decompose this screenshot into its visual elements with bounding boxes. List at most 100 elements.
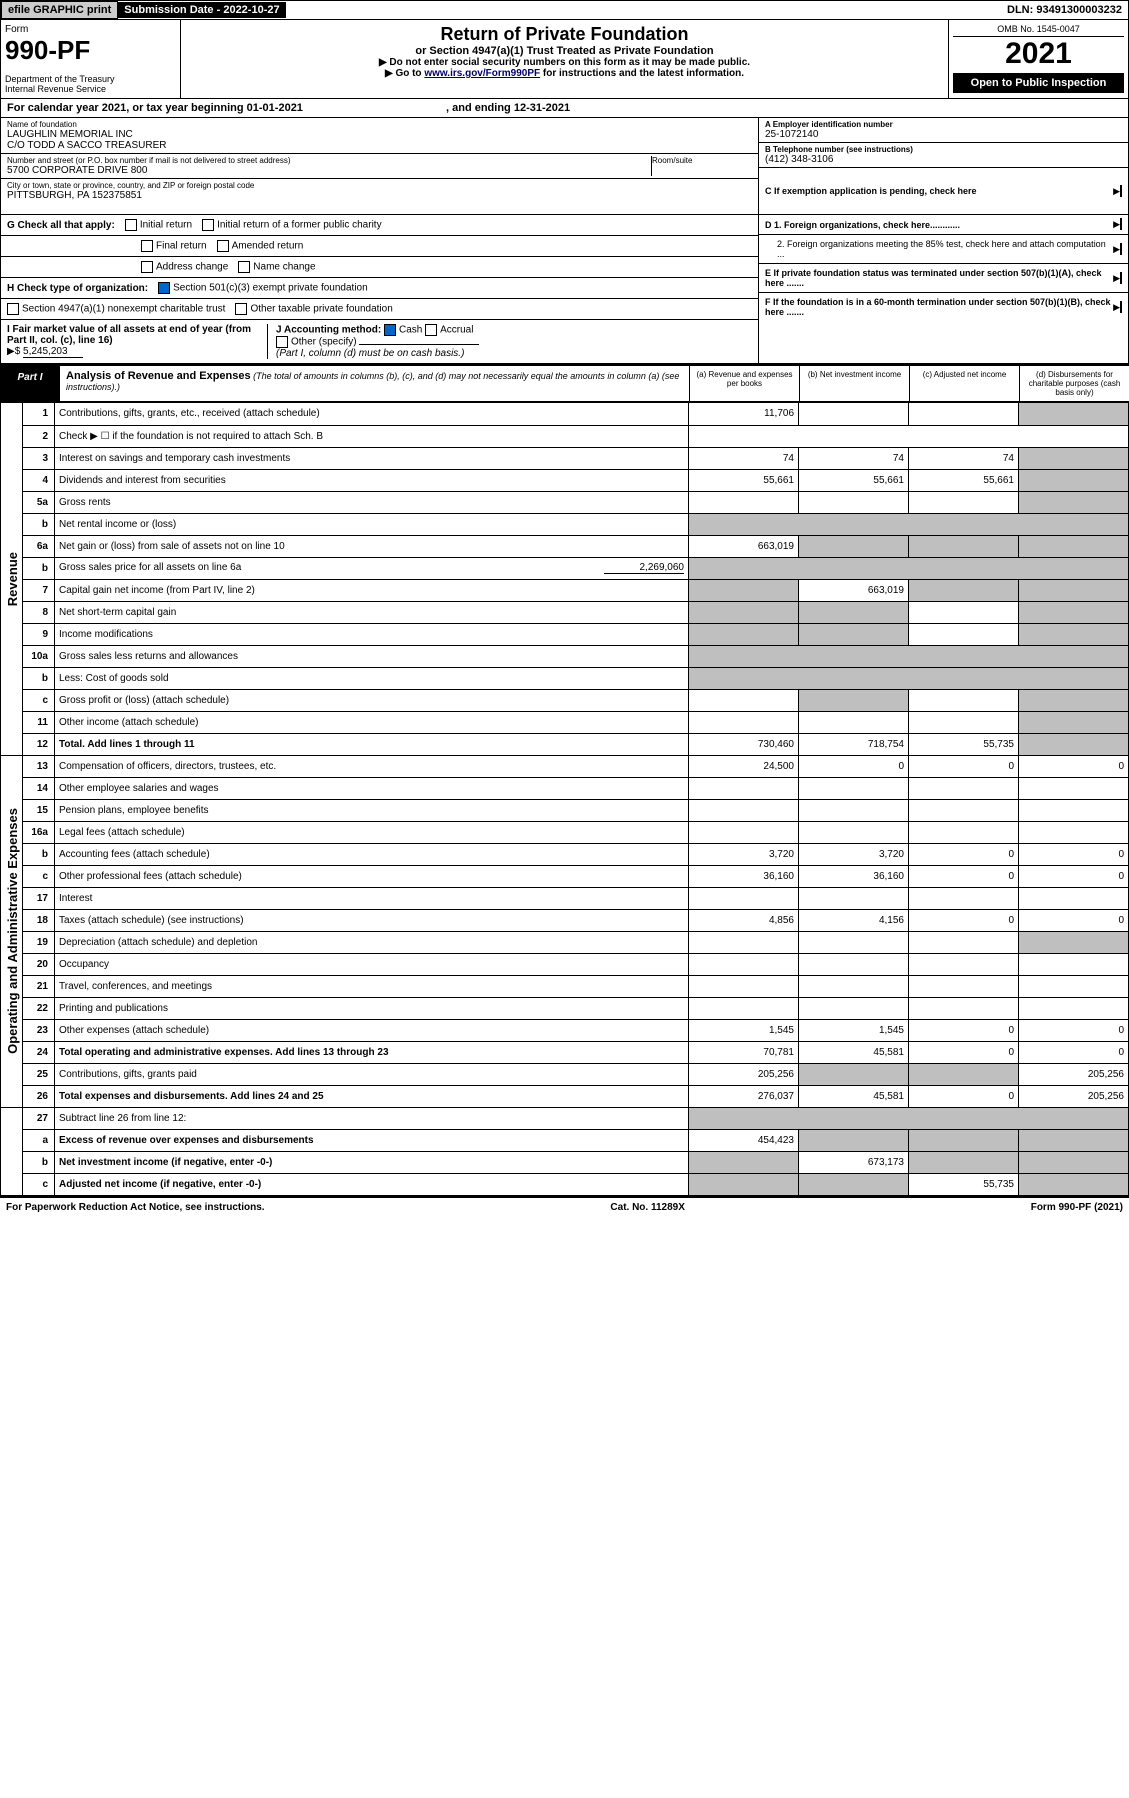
col-b-header: (b) Net investment income (799, 366, 909, 401)
d2-checkbox[interactable] (1120, 243, 1122, 255)
col-a-header: (a) Revenue and expenses per books (689, 366, 799, 401)
table-cell (909, 711, 1019, 733)
col-c-header: (c) Adjusted net income (909, 366, 1019, 401)
table-cell: 11,706 (689, 403, 799, 425)
line-desc: Excess of revenue over expenses and disb… (55, 1129, 689, 1151)
g-address-checkbox[interactable] (141, 261, 153, 273)
table-cell (799, 601, 909, 623)
f-checkbox[interactable] (1120, 301, 1122, 313)
table-cell (909, 953, 1019, 975)
table-cell: 0 (909, 865, 1019, 887)
g-initial-former-checkbox[interactable] (202, 219, 214, 231)
table-cell (1019, 403, 1129, 425)
line-number: b (23, 1151, 55, 1173)
line-number: 24 (23, 1041, 55, 1063)
omb-number: OMB No. 1545-0047 (953, 24, 1124, 37)
table-row: 3Interest on savings and temporary cash … (1, 447, 1129, 469)
g-final-checkbox[interactable] (141, 240, 153, 252)
d1-checkbox[interactable] (1120, 218, 1122, 230)
part1-header: Part I Analysis of Revenue and Expenses … (0, 364, 1129, 403)
line-number: 15 (23, 799, 55, 821)
table-cell (909, 1129, 1019, 1151)
c-checkbox[interactable] (1120, 185, 1122, 197)
table-cell: 0 (909, 909, 1019, 931)
table-cell (799, 821, 909, 843)
table-cell (689, 821, 799, 843)
table-cell: 0 (1019, 1019, 1129, 1041)
h-other-checkbox[interactable] (235, 303, 247, 315)
table-cell (799, 997, 909, 1019)
line-number: c (23, 689, 55, 711)
h-4947-checkbox[interactable] (7, 303, 19, 315)
table-row: cAdjusted net income (if negative, enter… (1, 1173, 1129, 1195)
section-spacer (1, 1107, 23, 1195)
line-desc: Gross sales price for all assets on line… (55, 557, 689, 579)
table-cell (689, 887, 799, 909)
table-cell (909, 623, 1019, 645)
table-cell: 454,423 (689, 1129, 799, 1151)
form-link[interactable]: www.irs.gov/Form990PF (424, 68, 540, 79)
ein: 25-1072140 (765, 129, 1122, 140)
table-cell (689, 711, 799, 733)
table-cell (909, 601, 1019, 623)
j-cash-checkbox[interactable] (384, 324, 396, 336)
g-name-checkbox[interactable] (238, 261, 250, 273)
span-cell (689, 513, 1129, 535)
table-cell: 36,160 (799, 865, 909, 887)
table-cell: 0 (909, 843, 1019, 865)
table-cell (1019, 953, 1129, 975)
table-cell (909, 799, 1019, 821)
open-public: Open to Public Inspection (953, 73, 1124, 93)
table-cell: 74 (799, 447, 909, 469)
span-cell (689, 667, 1129, 689)
line-number: 16a (23, 821, 55, 843)
i-value: 5,245,203 (23, 346, 83, 358)
f-label: F If the foundation is in a 60-month ter… (765, 297, 1113, 317)
line-number: 13 (23, 755, 55, 777)
table-cell: 0 (909, 1019, 1019, 1041)
g-amended-checkbox[interactable] (217, 240, 229, 252)
line-desc: Capital gain net income (from Part IV, l… (55, 579, 689, 601)
g-initial-checkbox[interactable] (125, 219, 137, 231)
line-number: b (23, 843, 55, 865)
e-checkbox[interactable] (1120, 272, 1122, 284)
table-cell (799, 491, 909, 513)
department: Department of the Treasury Internal Reve… (5, 74, 176, 94)
j-accrual-checkbox[interactable] (425, 324, 437, 336)
line-number: 7 (23, 579, 55, 601)
line-number: b (23, 513, 55, 535)
table-cell (1019, 1129, 1129, 1151)
name-label: Name of foundation (7, 120, 752, 129)
table-cell (689, 623, 799, 645)
line-desc: Interest (55, 887, 689, 909)
table-cell: 55,661 (689, 469, 799, 491)
table-row: aExcess of revenue over expenses and dis… (1, 1129, 1129, 1151)
line-desc: Net rental income or (loss) (55, 513, 689, 535)
form-number: 990-PF (5, 35, 176, 66)
table-cell (909, 887, 1019, 909)
h-501c3-checkbox[interactable] (158, 282, 170, 294)
table-cell: 0 (1019, 865, 1129, 887)
line-number: 19 (23, 931, 55, 953)
table-cell: 4,856 (689, 909, 799, 931)
table-cell (689, 601, 799, 623)
line-number: 9 (23, 623, 55, 645)
table-cell (689, 799, 799, 821)
table-cell (909, 821, 1019, 843)
line-desc: Pension plans, employee benefits (55, 799, 689, 821)
table-cell (799, 403, 909, 425)
line-number: 27 (23, 1107, 55, 1129)
table-row: 6aNet gain or (loss) from sale of assets… (1, 535, 1129, 557)
line-number: 2 (23, 425, 55, 447)
table-cell (909, 931, 1019, 953)
table-cell: 276,037 (689, 1085, 799, 1107)
line-desc: Contributions, gifts, grants, etc., rece… (55, 403, 689, 425)
efile-button[interactable]: efile GRAPHIC print (1, 1, 118, 19)
c-label: C If exemption application is pending, c… (765, 186, 977, 196)
table-row: 18Taxes (attach schedule) (see instructi… (1, 909, 1129, 931)
line-desc: Net short-term capital gain (55, 601, 689, 623)
j-other-checkbox[interactable] (276, 336, 288, 348)
line-number: 10a (23, 645, 55, 667)
table-row: bGross sales price for all assets on lin… (1, 557, 1129, 579)
line-desc: Other income (attach schedule) (55, 711, 689, 733)
